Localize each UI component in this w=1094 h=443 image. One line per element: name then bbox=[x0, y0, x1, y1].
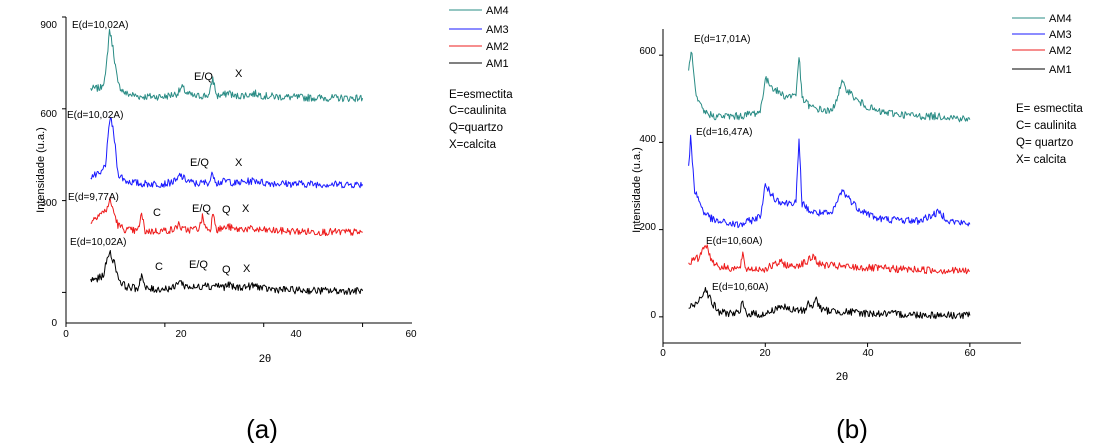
panel-a-x-tick-label: 20 bbox=[175, 329, 187, 340]
series-line-am2 bbox=[688, 244, 971, 275]
panel-a-annotation: E/Q bbox=[192, 203, 211, 215]
legend-label-am3: AM3 bbox=[1049, 29, 1072, 41]
series-line-am1 bbox=[90, 250, 364, 295]
panel-a-annotation: X bbox=[243, 263, 251, 275]
panel-b-axes bbox=[662, 29, 1021, 344]
panel-b-y-tick-label: 400 bbox=[639, 134, 656, 145]
panel-b: 0 200 400 600 0 20 40 60 2θ Intensidade … bbox=[631, 13, 1083, 443]
panel-a-annotation: E/Q bbox=[189, 259, 208, 271]
panel-b-x-tick-label: 40 bbox=[862, 348, 874, 359]
legend-label-am4: AM4 bbox=[486, 5, 509, 17]
panel-b-series-group bbox=[688, 51, 971, 320]
panel-a-annotation: X bbox=[242, 203, 250, 215]
panel-b-legend: AM4 AM3 AM2 AM1 bbox=[1012, 13, 1072, 76]
legend-label-am3: AM3 bbox=[486, 24, 509, 36]
panel-a-series-group bbox=[90, 28, 364, 295]
series-line-am1 bbox=[688, 287, 971, 320]
panel-b-x-tick-label: 60 bbox=[964, 348, 976, 359]
panel-a-annotation: C bbox=[153, 207, 161, 219]
legend-label-am1: AM1 bbox=[486, 58, 509, 70]
panel-a-annotation: X bbox=[235, 68, 243, 80]
legend-label-am4: AM4 bbox=[1049, 13, 1072, 25]
panel-a-annotation: Q bbox=[222, 204, 231, 216]
panel-b-key: E= esmectita C= caulinita Q= quartzo X= … bbox=[1016, 103, 1083, 166]
panel-a-y-tick-label: 0 bbox=[51, 318, 57, 329]
panel-a-y-tick-label: 900 bbox=[40, 20, 57, 31]
panel-a-annotation: C bbox=[155, 261, 163, 273]
panel-a-legend: AM4 AM3 AM2 AM1 bbox=[449, 5, 509, 70]
panel-a-key: E=esmectita C=caulinita Q=quartzo X=calc… bbox=[449, 89, 513, 151]
panel-a-x-tick-label: 40 bbox=[290, 329, 302, 340]
panel-a-annotation: E(d=10,02A) bbox=[67, 110, 123, 121]
panel-b-x-tick-label: 20 bbox=[759, 348, 771, 359]
legend-label-am2: AM2 bbox=[486, 41, 509, 53]
panel-a-annotation: E(d=9,77A) bbox=[68, 192, 119, 203]
panel-b-x-axis-label: 2θ bbox=[836, 371, 848, 383]
panel-a: 0 300 600 900 0 20 40 60 2θ Intensidade … bbox=[35, 5, 513, 443]
series-line-am4 bbox=[90, 28, 364, 103]
panel-b-annotation: E(d=16,47A) bbox=[696, 127, 752, 138]
panel-a-x-axis-label: 2θ bbox=[259, 353, 271, 365]
legend-label-am2: AM2 bbox=[1049, 45, 1072, 57]
panel-a-annotation: Q bbox=[222, 264, 231, 276]
panel-a-x-tick-label: 0 bbox=[63, 329, 69, 340]
panel-a-annotation: E/Q bbox=[190, 157, 209, 169]
panel-a-x-tick-label: 60 bbox=[405, 329, 417, 340]
panel-a-annotation: X bbox=[235, 157, 243, 169]
panel-b-y-tick-label: 0 bbox=[650, 310, 656, 321]
key-item: Q=quartzo bbox=[449, 122, 503, 134]
panel-a-annotation: E(d=10,02A) bbox=[70, 237, 126, 248]
series-line-am3 bbox=[90, 117, 364, 189]
panel-b-y-tick-label: 600 bbox=[639, 46, 656, 57]
panel-b-ticks bbox=[659, 54, 971, 347]
panel-a-label: (a) bbox=[246, 414, 278, 443]
panel-a-annotation: E/Q bbox=[194, 71, 213, 83]
panel-a-y-tick-label: 300 bbox=[40, 198, 57, 209]
panel-a-ticks bbox=[62, 16, 364, 327]
panel-b-y-tick-label: 200 bbox=[639, 222, 656, 233]
panel-b-annotation: E(d=10,60A) bbox=[706, 236, 762, 247]
panel-b-x-tick-label: 0 bbox=[660, 348, 666, 359]
panel-a-y-axis-label: Intensidade (u.a.) bbox=[35, 127, 47, 213]
key-item: E= esmectita bbox=[1016, 103, 1083, 115]
key-item: X=calcita bbox=[449, 139, 497, 151]
panel-b-annotation: E(d=10,60A) bbox=[712, 282, 768, 293]
panel-b-label: (b) bbox=[836, 414, 868, 443]
series-line-am2 bbox=[90, 197, 363, 237]
series-line-am4 bbox=[688, 51, 971, 123]
key-item: C=caulinita bbox=[449, 105, 507, 117]
series-line-am3 bbox=[688, 134, 971, 229]
key-item: X= calcita bbox=[1016, 154, 1067, 166]
key-item: C= caulinita bbox=[1016, 120, 1077, 132]
panel-a-annotation: E(d=10,02A) bbox=[72, 20, 128, 31]
panel-b-annotation: E(d=17,01A) bbox=[694, 34, 750, 45]
panel-a-y-tick-label: 600 bbox=[40, 109, 57, 120]
legend-label-am1: AM1 bbox=[1049, 64, 1072, 76]
key-item: Q= quartzo bbox=[1016, 137, 1073, 149]
key-item: E=esmectita bbox=[449, 89, 513, 101]
panel-b-y-axis-label: Intensidade (u.a.) bbox=[631, 147, 643, 233]
